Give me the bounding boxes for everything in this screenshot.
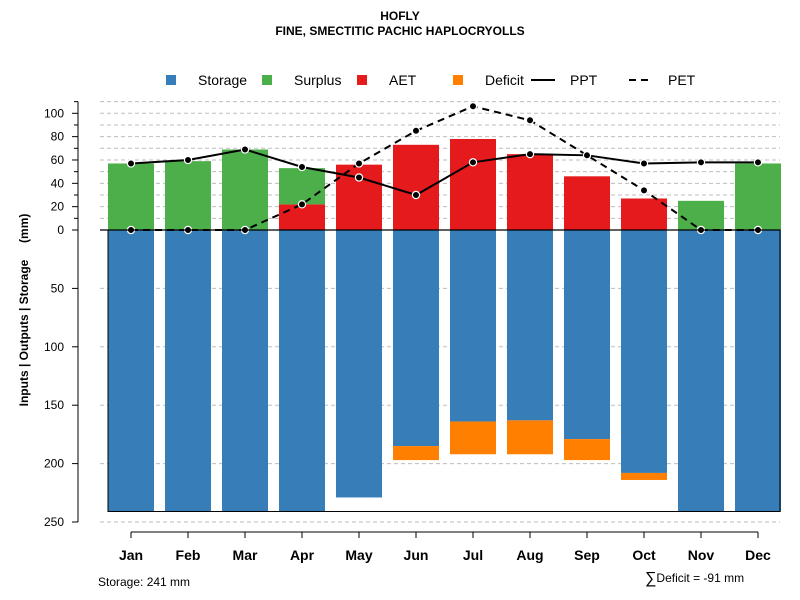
chart-title: HOFLY xyxy=(380,9,420,23)
ppt-line-point xyxy=(411,190,421,200)
aet-bar xyxy=(279,204,325,230)
storage-bar xyxy=(279,230,325,512)
storage-note: Storage: 241 mm xyxy=(98,575,191,589)
storage-bar xyxy=(735,230,781,512)
deficit-note: ∑Deficit = -91 mm xyxy=(645,570,744,588)
deficit-bar xyxy=(507,420,553,455)
y-tick-label: 150 xyxy=(44,398,64,412)
deficit-bar xyxy=(621,472,667,480)
ppt-line-point xyxy=(753,158,763,167)
aet-legend-label: AET xyxy=(389,72,417,88)
surplus-bar xyxy=(165,161,211,230)
ppt-line-point xyxy=(696,158,706,167)
deficit-legend-swatch xyxy=(453,75,463,85)
deficit-bar xyxy=(450,421,496,455)
pet-line-point xyxy=(411,126,421,136)
aet-legend-swatch xyxy=(357,75,367,85)
pet-line-point xyxy=(354,159,364,168)
y-axis-label: Inputs | Outputs | Storage (mm) xyxy=(17,214,31,407)
x-tick-label: Oct xyxy=(632,547,656,563)
ppt-legend-label: PPT xyxy=(570,72,598,88)
pet-line xyxy=(131,105,758,231)
surplus-bar xyxy=(678,200,724,230)
y-tick-label: 50 xyxy=(51,281,65,295)
y-tick-label: 60 xyxy=(51,153,65,167)
storage-legend-swatch xyxy=(166,75,176,85)
x-tick-label: Jan xyxy=(119,547,143,563)
deficit-bar xyxy=(393,446,439,461)
x-tick-label: Jul xyxy=(463,547,483,563)
ppt-line-point xyxy=(354,173,364,182)
storage-bar xyxy=(507,230,553,421)
aet-bar xyxy=(621,198,667,230)
ppt-line-point xyxy=(297,162,307,172)
storage-bar xyxy=(450,230,496,422)
storage-bar xyxy=(165,230,211,512)
x-tick-label: Sep xyxy=(574,547,600,563)
chart-subtitle: FINE, SMECTITIC PACHIC HAPLOCRYOLLS xyxy=(275,24,525,38)
surplus-bar xyxy=(279,168,325,205)
storage-bar xyxy=(222,230,268,512)
surplus-bar xyxy=(222,149,268,230)
sum-icon: ∑ xyxy=(645,570,657,587)
surplus-legend-label: Surplus xyxy=(294,72,341,88)
y-tick-label: 80 xyxy=(51,130,65,144)
x-tick-label: Feb xyxy=(176,547,201,563)
bars xyxy=(107,138,781,512)
deficit-bar xyxy=(564,439,610,461)
aet-bar xyxy=(450,138,496,230)
aet-bar xyxy=(393,144,439,230)
x-tick-label: May xyxy=(345,547,372,563)
x-tick-label: Aug xyxy=(516,547,543,563)
y-tick-label: 40 xyxy=(51,176,65,190)
storage-bar xyxy=(393,230,439,447)
y-tick-label: 250 xyxy=(44,515,64,529)
x-tick-label: Apr xyxy=(290,547,315,563)
ppt-line-point xyxy=(468,158,478,167)
axes: 0 20 40 60 80 100 50 100 150 200 250 Jan Feb Mar Apr Ma… xyxy=(44,101,771,563)
ppt-line xyxy=(130,148,758,197)
y-tick-label: 0 xyxy=(57,223,64,237)
pet-line-point xyxy=(297,200,307,209)
surplus-bar xyxy=(735,163,781,230)
surplus-bar xyxy=(108,163,154,230)
storage-bar xyxy=(678,230,724,512)
y-tick-label: 100 xyxy=(44,106,64,120)
pet-line-point xyxy=(525,116,535,125)
legend: Storage Surplus AET Deficit PPT PET xyxy=(166,72,696,88)
deficit-note-text: Deficit = -91 mm xyxy=(656,571,745,585)
storage-legend-label: Storage xyxy=(198,72,247,88)
pet-line-point xyxy=(468,102,478,111)
deficit-legend-label: Deficit xyxy=(485,72,524,88)
x-tick-label: Dec xyxy=(745,547,771,563)
storage-bar xyxy=(336,230,382,498)
x-tick-label: Jun xyxy=(404,547,429,563)
y-tick-label: 100 xyxy=(44,340,64,354)
ppt-line-point xyxy=(126,159,136,168)
ppt-line-point xyxy=(639,159,649,168)
x-tick-label: Nov xyxy=(688,547,715,563)
pet-legend-label: PET xyxy=(668,72,696,88)
ppt-line-point xyxy=(582,151,592,160)
ppt-line-point xyxy=(240,145,250,154)
storage-bar xyxy=(564,230,610,440)
storage-bar xyxy=(621,230,667,473)
ppt-line-point xyxy=(183,155,193,165)
pet-line-point xyxy=(639,186,649,195)
aet-bar xyxy=(564,176,610,230)
storage-bar xyxy=(108,230,154,512)
aet-bar xyxy=(507,154,553,230)
surplus-legend-swatch xyxy=(262,75,272,85)
x-tick-label: Mar xyxy=(233,547,258,563)
y-tick-label: 200 xyxy=(44,457,64,471)
lines xyxy=(100,102,780,235)
grid-lines xyxy=(100,101,780,523)
y-tick-label: 20 xyxy=(51,200,65,214)
ppt-line-point xyxy=(525,149,535,159)
